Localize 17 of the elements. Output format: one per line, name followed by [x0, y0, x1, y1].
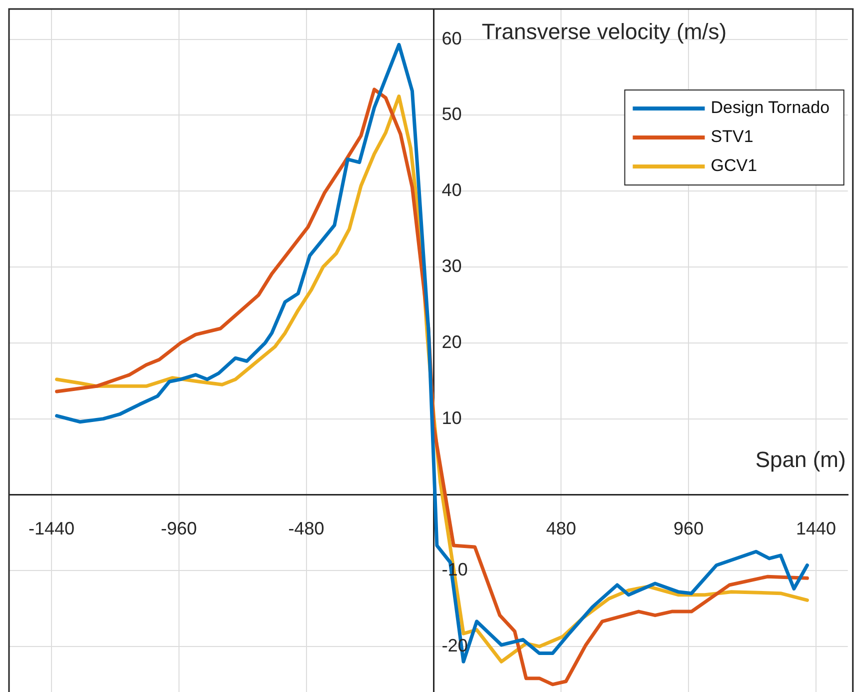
y-tick-label: 30 [442, 256, 462, 276]
x-axis-title: Span (m) [755, 446, 846, 472]
legend-label: Design Tornado [710, 98, 830, 118]
y-tick-label: 60 [442, 28, 462, 48]
x-tick-label: 480 [546, 518, 576, 538]
y-tick-label: 40 [442, 180, 462, 200]
x-tick-label: 1440 [796, 518, 836, 538]
x-tick-label: -1440 [28, 518, 74, 538]
legend-label: STV1 [710, 127, 754, 146]
legend-label: GCV1 [710, 156, 758, 176]
y-axis-title: Transverse velocity (m/s) [482, 19, 727, 44]
y-tick-label: 50 [442, 104, 462, 124]
y-tick-label: 20 [442, 332, 462, 352]
x-tick-label: -480 [288, 518, 324, 538]
y-tick-label: 10 [442, 408, 462, 428]
x-tick-label: 960 [674, 518, 704, 538]
x-tick-label: -960 [160, 518, 197, 538]
